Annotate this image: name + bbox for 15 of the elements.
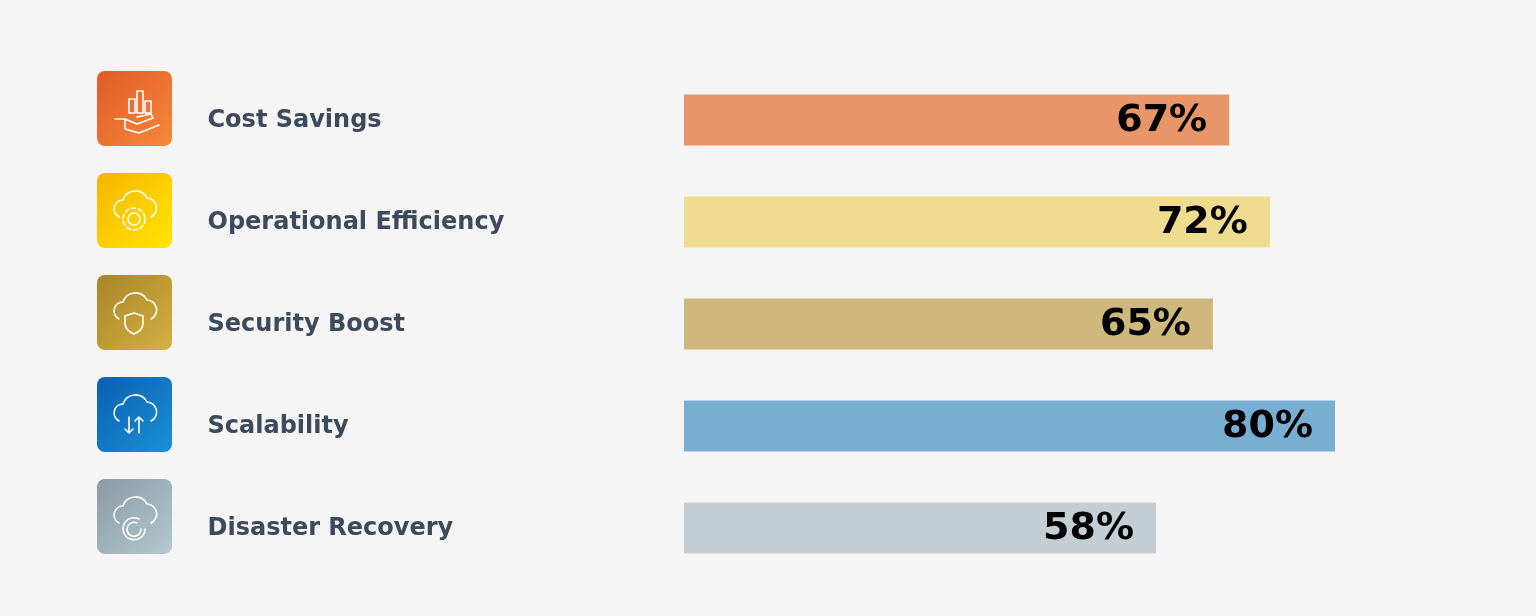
bar: [684, 502, 1156, 554]
y-tick-label: Security Boost: [207, 309, 405, 337]
y-tick-label: Scalability: [207, 411, 349, 439]
data-label: 80%: [1222, 402, 1313, 446]
bar: [684, 196, 1270, 248]
bar: [684, 94, 1230, 146]
y-tick-label: Operational Efficiency: [207, 207, 505, 235]
y-tick-label: Cost Savings: [207, 105, 382, 133]
y-tick-label: Disaster Recovery: [207, 513, 454, 541]
data-label: 67%: [1116, 96, 1208, 140]
bar: [684, 400, 1335, 452]
bar: [684, 298, 1213, 350]
data-label: 58%: [1043, 504, 1134, 548]
data-label: 72%: [1156, 198, 1248, 242]
data-label: 65%: [1099, 300, 1191, 344]
